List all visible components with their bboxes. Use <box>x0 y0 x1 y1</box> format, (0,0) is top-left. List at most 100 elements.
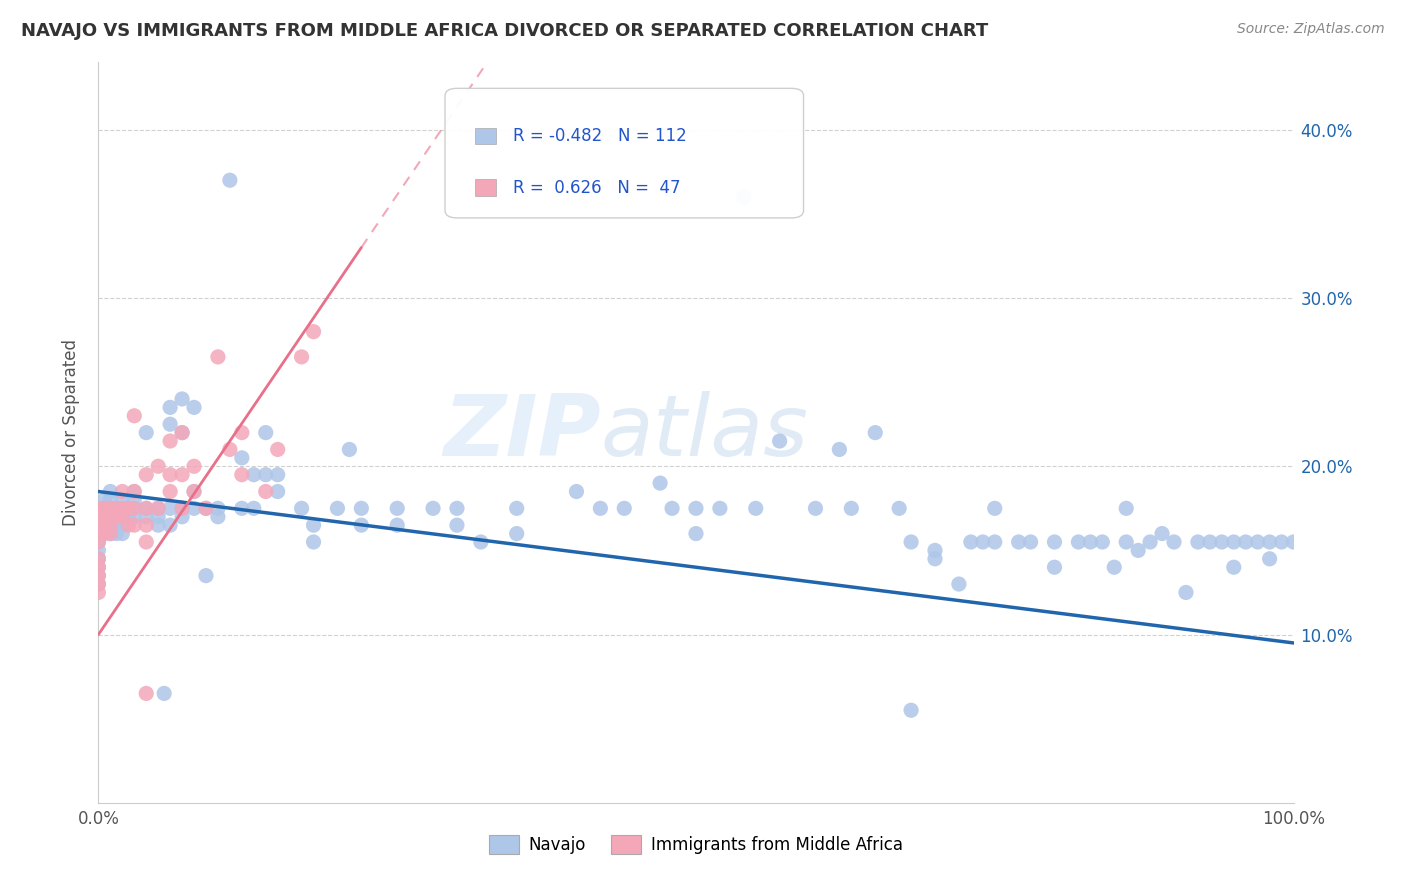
Point <box>948 577 970 591</box>
Point <box>267 467 290 482</box>
Point <box>1234 535 1257 549</box>
Point <box>159 467 181 482</box>
Point <box>93 509 115 524</box>
Point <box>470 535 492 549</box>
Point <box>219 173 242 187</box>
Point <box>1223 535 1246 549</box>
Point <box>98 484 122 499</box>
Point <box>87 560 110 574</box>
Point <box>124 501 146 516</box>
Point <box>889 501 911 516</box>
Point <box>385 518 409 533</box>
Point <box>1187 535 1209 549</box>
Point <box>1043 535 1066 549</box>
Point <box>1163 535 1185 549</box>
Point <box>124 509 146 524</box>
Point <box>685 501 707 516</box>
Point <box>87 518 110 533</box>
Point <box>709 501 731 516</box>
Point <box>98 492 122 507</box>
Point <box>172 425 194 440</box>
Point <box>231 425 253 440</box>
Point <box>98 501 122 516</box>
Legend: Navajo, Immigrants from Middle Africa: Navajo, Immigrants from Middle Africa <box>482 829 910 861</box>
Point <box>1211 535 1233 549</box>
Point <box>243 501 266 516</box>
Point <box>93 509 115 524</box>
Point <box>1271 535 1294 549</box>
Point <box>98 509 122 524</box>
Point <box>422 501 444 516</box>
Point <box>111 509 134 524</box>
Point <box>302 535 325 549</box>
Point <box>1115 535 1137 549</box>
Point <box>159 401 181 415</box>
Point <box>1199 535 1222 549</box>
Point <box>111 501 134 516</box>
Point <box>87 577 110 591</box>
Point <box>105 501 128 516</box>
Point <box>613 501 636 516</box>
Point <box>87 535 110 549</box>
Point <box>1128 543 1150 558</box>
Point <box>159 501 181 516</box>
Point <box>900 703 922 717</box>
Point <box>506 501 529 516</box>
Point <box>195 501 218 516</box>
Point <box>231 501 253 516</box>
Point <box>111 492 134 507</box>
Point <box>172 509 194 524</box>
Point <box>195 568 218 582</box>
Point <box>93 492 115 507</box>
Point <box>111 518 134 533</box>
Point <box>87 577 110 591</box>
Point <box>243 467 266 482</box>
Point <box>1247 535 1270 549</box>
Point <box>117 501 139 516</box>
Point <box>87 509 110 524</box>
Point <box>172 501 194 516</box>
Point <box>93 501 115 516</box>
Point <box>105 509 128 524</box>
Point <box>93 526 115 541</box>
Point <box>159 417 181 432</box>
Point <box>768 434 790 448</box>
Text: R = -0.482   N = 112: R = -0.482 N = 112 <box>513 127 688 145</box>
Point <box>135 535 157 549</box>
Point <box>98 526 122 541</box>
Point <box>87 551 110 566</box>
Point <box>1104 560 1126 574</box>
Point <box>1282 535 1305 549</box>
Point <box>111 509 134 524</box>
Point <box>984 535 1007 549</box>
Point <box>254 467 277 482</box>
Point <box>302 325 325 339</box>
Point <box>267 442 290 457</box>
Point <box>124 409 146 423</box>
FancyBboxPatch shape <box>475 179 496 195</box>
Point <box>506 526 529 541</box>
Point <box>93 501 115 516</box>
Point <box>254 484 277 499</box>
Point <box>350 501 373 516</box>
Point <box>87 551 110 566</box>
Point <box>1008 535 1031 549</box>
Point <box>172 501 194 516</box>
Point <box>135 501 157 516</box>
Point <box>291 501 314 516</box>
Point <box>984 501 1007 516</box>
Point <box>87 501 110 516</box>
Point <box>135 518 157 533</box>
Point <box>183 484 205 499</box>
Point <box>117 518 139 533</box>
Point <box>589 501 612 516</box>
Point <box>111 526 134 541</box>
Point <box>87 543 110 558</box>
Point <box>302 518 325 533</box>
Point <box>135 501 157 516</box>
Point <box>98 518 122 533</box>
Point <box>661 501 683 516</box>
Point <box>93 518 115 533</box>
Point <box>159 484 181 499</box>
Point <box>117 501 139 516</box>
